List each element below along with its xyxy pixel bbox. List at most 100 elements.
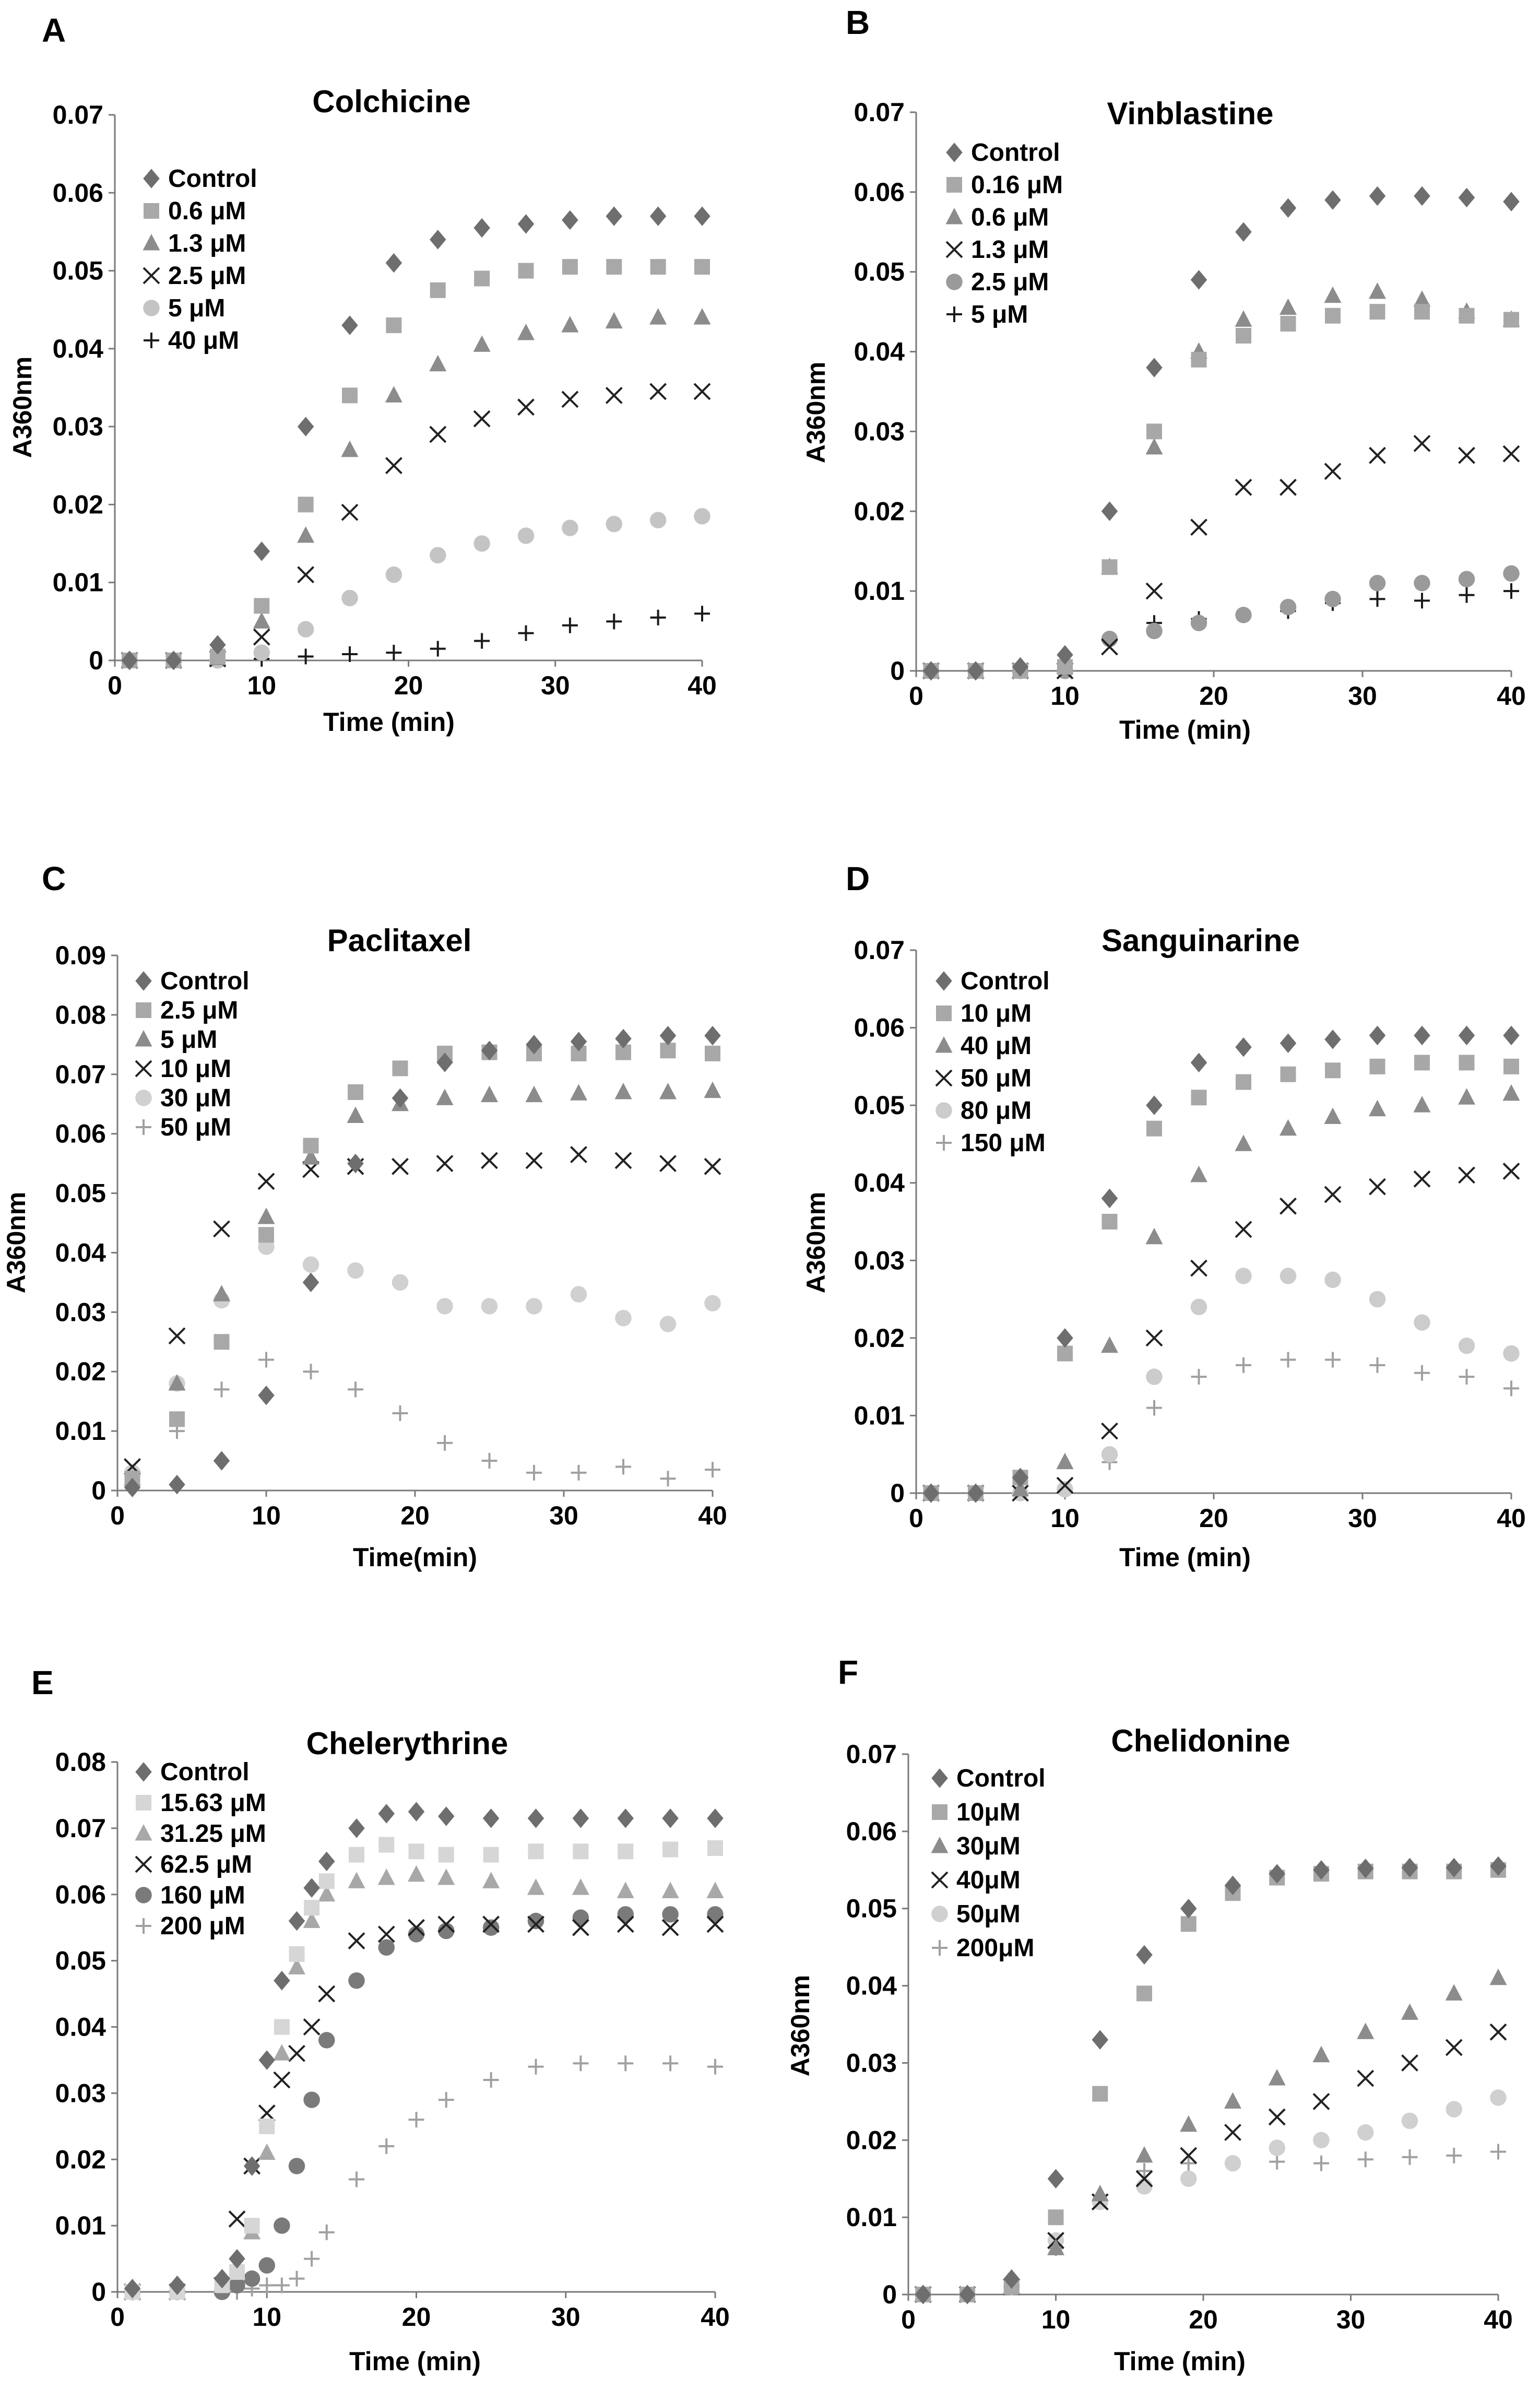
data-point <box>606 259 622 275</box>
data-point <box>1280 1033 1297 1054</box>
data-point <box>1413 1096 1431 1113</box>
data-point <box>303 1364 319 1380</box>
data-marks <box>121 206 711 670</box>
legend-entry: 5 μM <box>135 1026 217 1054</box>
legend-label: Control <box>160 967 250 995</box>
data-point <box>342 646 358 663</box>
legend-entry: Control <box>135 1758 250 1786</box>
data-point <box>429 425 447 443</box>
data-point <box>1191 1090 1207 1106</box>
legend-entry: 0.6 μM <box>144 197 246 225</box>
data-point <box>347 1262 364 1279</box>
data-point <box>693 383 711 400</box>
data-point <box>1057 1345 1073 1362</box>
legend-label: 1.3 μM <box>168 230 246 257</box>
data-point <box>570 1286 587 1303</box>
y-axis-label: A360nm <box>2 1192 31 1294</box>
data-point <box>704 1157 721 1175</box>
legend-entry: 31.25 μM <box>135 1820 266 1848</box>
data-point <box>303 1911 321 1928</box>
series-control <box>124 1802 724 2299</box>
data-point <box>1145 582 1163 600</box>
legend-entry: 0.16 μM <box>946 171 1063 199</box>
y-tick-label: 0.05 <box>854 257 905 287</box>
data-point <box>705 1462 720 1478</box>
data-point <box>1503 312 1519 328</box>
legend: Control 0.16 μM 0.6 μM 1.3 μM 2.5 μM 5 μM <box>945 139 1063 328</box>
data-point <box>1235 310 1252 327</box>
x-tick-label: 0 <box>110 1501 125 1530</box>
data-point <box>438 1847 454 1863</box>
panel-letter-b: B <box>846 4 870 41</box>
data-point <box>1146 622 1163 640</box>
data-point <box>572 1919 589 1936</box>
data-point <box>922 1483 940 1503</box>
data-marks <box>922 1025 1520 1503</box>
data-point <box>1101 501 1118 522</box>
data-point <box>1235 607 1252 623</box>
data-point <box>303 2091 320 2108</box>
data-point <box>430 282 446 298</box>
data-point <box>1235 1037 1252 1057</box>
legend-marker <box>143 300 160 316</box>
panel-letter-d: D <box>846 860 870 897</box>
data-point <box>304 1900 320 1916</box>
legend-entry: 62.5 μM <box>135 1851 252 1878</box>
x-tick-label: 20 <box>1199 681 1228 711</box>
data-point <box>1269 1864 1285 1884</box>
data-point <box>1312 2092 1330 2110</box>
data-point <box>527 1912 544 1930</box>
data-point <box>228 2210 246 2228</box>
data-point <box>573 2055 589 2072</box>
series-1 <box>923 1055 1519 1501</box>
data-point <box>706 1915 724 1933</box>
y-tick-label: 0.07 <box>846 1740 897 1769</box>
y-axis-label: A360nm <box>801 362 831 464</box>
data-point <box>1324 1030 1341 1049</box>
data-point <box>1489 1968 1507 1985</box>
data-point <box>1459 1055 1475 1071</box>
legend: Control 10μM 30μM 40μM 50μM 200μM <box>931 1765 1046 1962</box>
y-tick-label: 0.05 <box>846 1894 897 1923</box>
data-point <box>438 2092 454 2108</box>
data-point <box>1369 186 1386 206</box>
data-point <box>436 1052 453 1072</box>
data-point <box>1324 1107 1342 1124</box>
y-tick-label: 0.09 <box>55 941 106 970</box>
data-point <box>1180 1898 1197 1919</box>
series-3 <box>124 1146 721 1475</box>
data-point <box>1012 1468 1029 1488</box>
legend-entry: 80 μM <box>935 1097 1032 1125</box>
data-point <box>258 1386 275 1405</box>
data-point <box>1190 270 1207 290</box>
data-point <box>1224 2092 1241 2109</box>
legend-label: 80 μM <box>961 1097 1032 1125</box>
data-point <box>1490 2089 1507 2106</box>
data-point <box>1003 2269 1020 2289</box>
panel-d: D Sanguinarine Time (min) A360nm 0 0.01 0.… <box>801 860 1526 1572</box>
data-point <box>1369 282 1386 299</box>
data-point <box>1057 1328 1073 1348</box>
data-point <box>617 1882 634 1898</box>
data-point <box>341 503 359 521</box>
data-point <box>341 589 358 607</box>
data-point <box>1502 1163 1520 1180</box>
series-5 <box>124 2055 723 2300</box>
y-tick-label: 0.07 <box>854 936 905 965</box>
y-tick-label: 0 <box>890 1479 905 1508</box>
y-tick-label: 0.07 <box>55 1060 106 1089</box>
data-point <box>253 541 270 561</box>
data-point <box>349 2171 364 2187</box>
data-point <box>1057 645 1073 665</box>
data-point <box>1180 2115 1198 2132</box>
data-point <box>614 1082 632 1099</box>
data-point <box>378 1804 395 1824</box>
data-point <box>1224 2155 1241 2172</box>
legend-marker <box>935 1069 953 1087</box>
data-point <box>288 1911 305 1931</box>
data-point <box>1369 575 1386 592</box>
data-point <box>562 617 578 633</box>
y-tick-label: 0.01 <box>854 576 905 606</box>
data-point <box>289 1946 305 1962</box>
y-tick-label: 0.01 <box>53 568 103 597</box>
